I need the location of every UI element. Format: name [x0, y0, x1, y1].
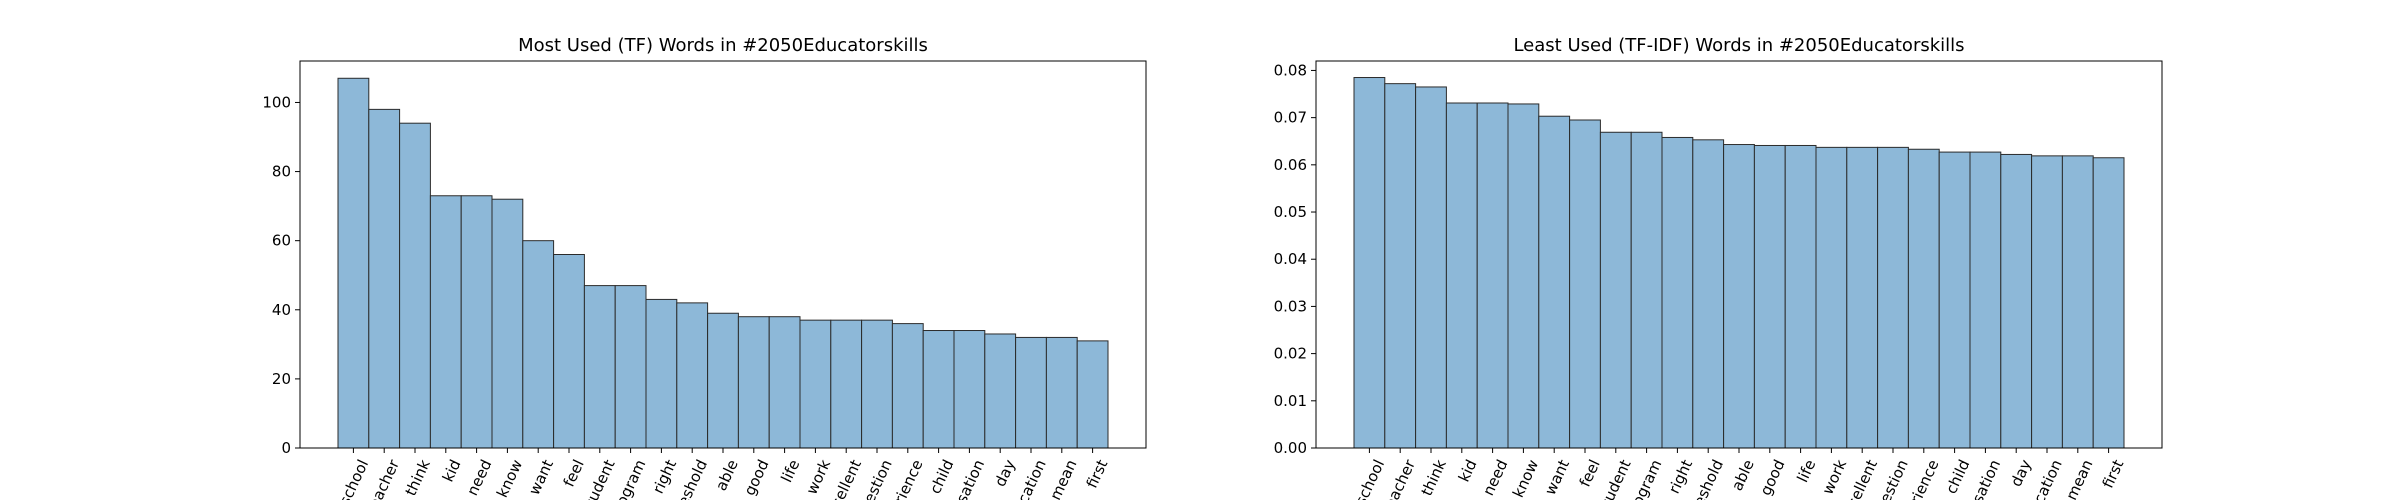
tf-bar-threshold [676, 302, 709, 449]
tfidf-y-tick-label: 0.05 [1274, 203, 1307, 221]
tf-bar-conversation [953, 330, 986, 449]
tf-bar-think [399, 122, 431, 449]
tf-bar-life [768, 316, 801, 449]
tfidf-bar-kid [1445, 102, 1478, 449]
tfidf-bar-good [1753, 144, 1786, 449]
tf-y-tick-label: 0 [281, 439, 291, 457]
tfidf-bar-experience [1907, 148, 1940, 449]
tfidf-bar-able [1723, 144, 1755, 449]
tfidf-bar-need [1476, 102, 1509, 449]
tfidf-y-tick-label: 0.04 [1274, 250, 1307, 268]
tfidf-bar-program [1630, 131, 1663, 449]
tf-bar-feel [553, 254, 585, 449]
tfidf-bar-think [1415, 86, 1447, 449]
tfidf-chart-bars [1353, 77, 2125, 449]
tf-y-tick-label: 80 [272, 163, 291, 181]
tfidf-bar-mean [2061, 155, 2094, 449]
tfidf-bar-student [1599, 131, 1632, 449]
tf-bar-work [799, 319, 832, 449]
tf-chart-title: Most Used (TF) Words in #2050Educatorski… [518, 35, 928, 56]
tf-bar-want [522, 240, 555, 449]
tfidf-bar-feel [1569, 119, 1601, 449]
tfidf-y-tick-label: 0.01 [1274, 392, 1307, 410]
tfidf-y-tick-label: 0.06 [1274, 156, 1307, 174]
tfidf-bar-work [1815, 146, 1848, 449]
tf-bar-teacher [368, 108, 401, 449]
tfidf-chart: Least Used (TF-IDF) Words in #2050Educat… [1274, 35, 2163, 500]
tf-y-tick-label: 100 [262, 93, 291, 111]
tfidf-y-tick-label: 0.02 [1274, 345, 1307, 363]
tfidf-chart-title: Least Used (TF-IDF) Words in #2050Educat… [1513, 35, 1964, 56]
tfidf-bar-conversation [1969, 151, 2002, 449]
tf-chart: Most Used (TF) Words in #2050Educatorski… [262, 35, 1147, 500]
tfidf-y-tick-label: 0.03 [1274, 297, 1307, 315]
tfidf-y-tick-label: 0.00 [1274, 439, 1307, 457]
tf-bar-day [984, 333, 1017, 449]
tfidf-y-tick-label: 0.08 [1274, 61, 1307, 79]
tf-bar-child [922, 330, 955, 449]
tf-bar-education [1015, 336, 1047, 449]
tfidf-bar-question [1877, 146, 1909, 449]
tfidf-bar-school [1353, 77, 1386, 449]
tf-bar-need [460, 195, 493, 449]
tf-bar-question [861, 319, 893, 449]
tfidf-bar-first [2092, 157, 2125, 449]
tf-bar-good [737, 316, 770, 449]
tfidf-bar-day [2000, 153, 2033, 449]
tf-bar-school [337, 77, 370, 449]
tfidf-bar-child [1938, 151, 1971, 449]
tf-chart-bars [337, 77, 1109, 449]
tf-bar-first [1076, 340, 1109, 449]
tfidf-bar-threshold [1692, 139, 1725, 449]
tf-bar-mean [1045, 336, 1078, 449]
tf-chart-y-axis: 0 20 40 60 80 100 [262, 93, 300, 457]
tf-bar-able [707, 312, 739, 449]
tfidf-bar-education [2031, 155, 2063, 449]
tf-bar-excellent [830, 319, 863, 449]
tf-bar-program [614, 285, 647, 449]
tf-bar-kid [429, 195, 462, 449]
tfidf-bar-want [1538, 115, 1571, 449]
tfidf-bar-excellent [1846, 146, 1879, 449]
tf-bar-student [583, 285, 616, 449]
tfidf-bar-teacher [1384, 83, 1417, 449]
tfidf-chart-y-axis: 0.00 0.01 0.02 0.03 0.04 0.05 0.06 0.07 0.08 [1274, 61, 1316, 457]
tf-bar-experience [891, 323, 924, 449]
tfidf-bar-right [1661, 136, 1694, 449]
tfidf-bar-life [1784, 144, 1817, 449]
tf-y-tick-label: 60 [272, 232, 291, 250]
tf-bar-know [491, 198, 524, 449]
tf-bar-right [645, 298, 678, 449]
tf-y-tick-label: 40 [272, 301, 291, 319]
tfidf-y-tick-label: 0.07 [1274, 109, 1307, 127]
tf-y-tick-label: 20 [272, 370, 291, 388]
tfidf-chart-frame [1315, 60, 2163, 449]
tf-chart-frame [299, 60, 1147, 449]
tfidf-bar-know [1507, 103, 1540, 449]
